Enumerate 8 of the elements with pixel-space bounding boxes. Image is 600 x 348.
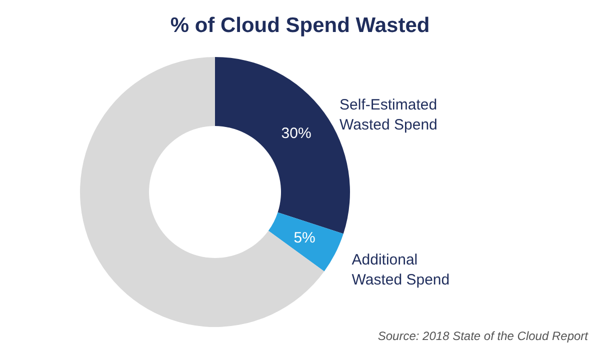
slice-label: Self-Estimated Wasted Spend [340,96,438,134]
donut-slice [268,212,344,272]
data-label: 5% [294,230,316,247]
data-label: 30% [281,124,312,142]
donut-slice [80,57,324,327]
source-note: Source: 2018 State of the Cloud Report [378,329,589,343]
chart-title: % of Cloud Spend Wasted [170,14,430,37]
slice-label: Additional Wasted Spend [352,252,450,289]
